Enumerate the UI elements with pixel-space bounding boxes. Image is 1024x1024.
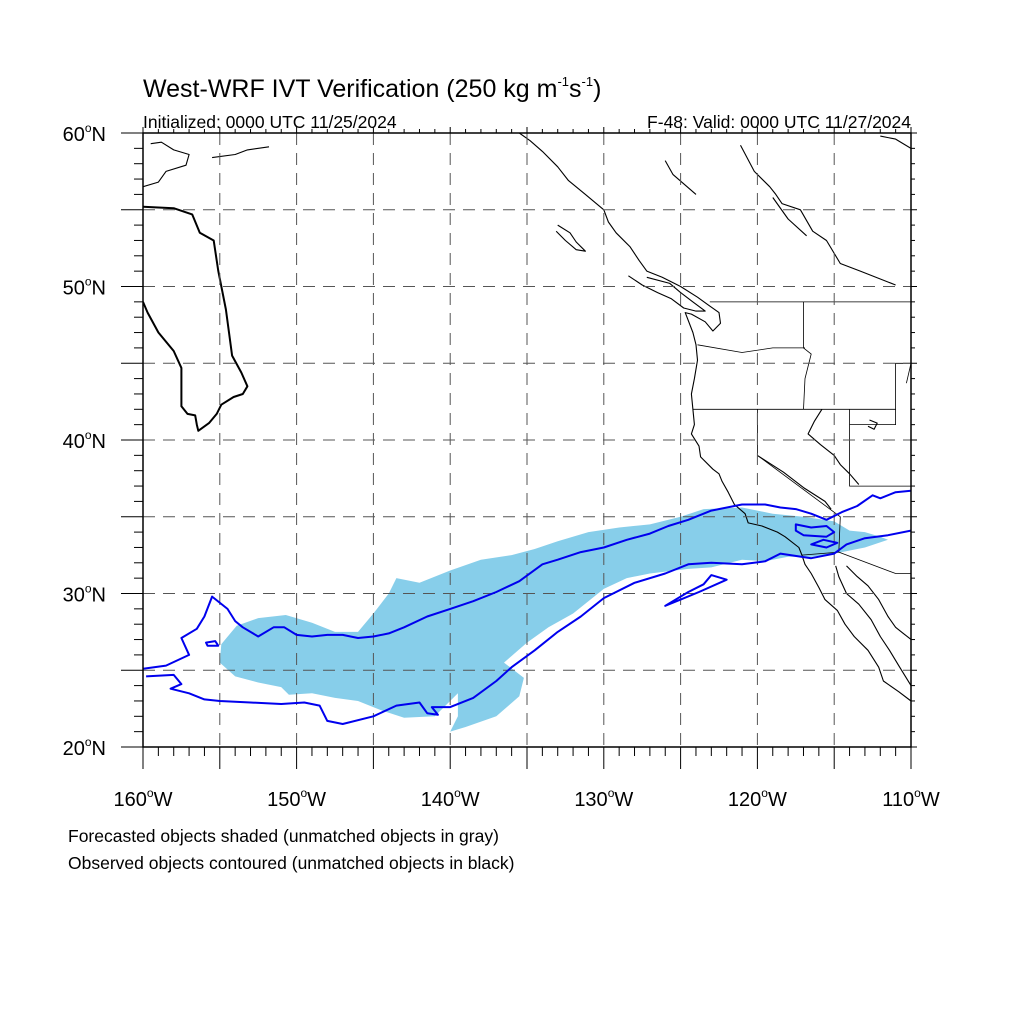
- forecast-ivt-object: [219, 507, 889, 732]
- gridlines-layer: [143, 133, 911, 747]
- coastline-segment: [555, 224, 586, 252]
- longitude-label: 140oW: [421, 786, 480, 811]
- valid-time-label: F-48: Valid: 0000 UTC 11/27/2024: [647, 112, 911, 132]
- border-segment: [906, 363, 911, 384]
- longitude-label: 160oW: [114, 786, 173, 811]
- latitude-label: 30oN: [63, 582, 106, 607]
- forecast-note: Forecasted objects shaded (unmatched obj…: [68, 826, 499, 846]
- latitude-label: 60oN: [63, 121, 106, 146]
- coastline-segment: [867, 419, 878, 430]
- coastline-segment: [212, 146, 270, 159]
- observed-ivt-contour: [143, 489, 911, 670]
- plot-area: [143, 133, 911, 747]
- coastline-segment: [757, 454, 832, 510]
- coastline-segment: [846, 565, 911, 640]
- coastline-segment: [143, 141, 190, 188]
- coastline-segment: [628, 275, 706, 312]
- coastline-segment: [910, 134, 911, 136]
- coastline-segment: [664, 160, 697, 195]
- coastline-segment: [143, 205, 249, 432]
- observed-ivt-contour: [146, 529, 911, 725]
- observed-note: Observed objects contoured (unmatched ob…: [68, 853, 515, 873]
- axis-ticks: [121, 127, 917, 769]
- axis-labels: 60oN 50oN 40oN 30oN 20oN 160oW 150oW 140oW 130oW…: [63, 121, 940, 811]
- longitude-label: 110oW: [882, 786, 940, 811]
- observed-ivt-contour: [794, 523, 836, 538]
- observed-objects-layer: [143, 489, 911, 725]
- observed-ivt-contour: [810, 538, 839, 549]
- forecast-objects-layer: [219, 507, 889, 732]
- map-title: West-WRF IVT Verification (250 kg m-1s-1…: [143, 74, 601, 103]
- longitude-label: 150oW: [267, 786, 326, 811]
- latitude-label: 20oN: [63, 735, 106, 760]
- longitude-label: 130oW: [574, 786, 633, 811]
- border-segment: [838, 551, 911, 574]
- longitude-label: 120oW: [728, 786, 787, 811]
- coastline-segment: [807, 409, 860, 485]
- coastline-segment: [880, 135, 911, 149]
- border-segment: [697, 344, 805, 353]
- border-segment: [692, 362, 911, 410]
- coastline-segment: [835, 565, 911, 686]
- coastline-segment: [772, 197, 807, 237]
- coastline-layer: [143, 133, 911, 702]
- borders-layer: [692, 301, 911, 574]
- observed-ivt-contour: [664, 574, 728, 607]
- latitude-label: 50oN: [63, 275, 106, 300]
- border-segment: [803, 301, 812, 410]
- latitude-label: 40oN: [63, 428, 106, 453]
- border-segment: [849, 409, 911, 487]
- coastline-segment: [518, 133, 911, 702]
- observed-ivt-contour: [205, 640, 220, 647]
- coastline-segment: [740, 145, 896, 286]
- initialized-label: Initialized: 0000 UTC 11/25/2024: [143, 112, 397, 132]
